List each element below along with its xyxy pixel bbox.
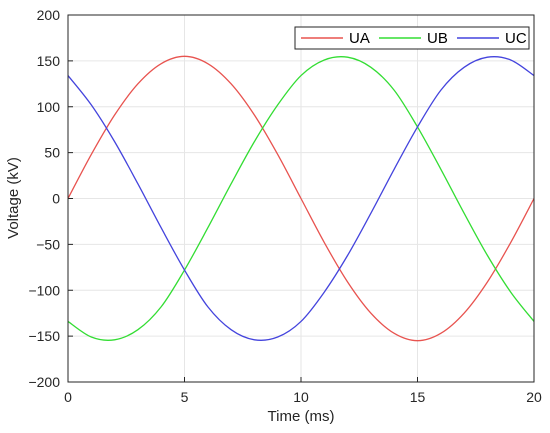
series-line-ub	[67, 56, 535, 341]
x-tick-label: 5	[181, 389, 189, 405]
legend: UA UB UC	[294, 26, 530, 50]
y-tick-label: 100	[37, 99, 61, 115]
y-ticks: −200 −150 −100 −50 0 50 100 150 200	[28, 7, 73, 390]
series-layer	[67, 55, 535, 342]
y-tick-label: −50	[36, 236, 60, 252]
y-tick-label: 200	[37, 7, 61, 23]
x-tick-label: 10	[293, 389, 309, 405]
y-axis-label: Voltage (kV)	[5, 157, 22, 239]
x-axis-label: Time (ms)	[268, 408, 335, 425]
x-tick-label: 20	[526, 389, 542, 405]
x-tick-label: 0	[64, 389, 72, 405]
y-tick-label: 50	[44, 145, 60, 161]
y-tick-label: 150	[37, 53, 61, 69]
y-tick-label: −100	[28, 282, 60, 298]
y-tick-label: −150	[28, 328, 60, 344]
legend-label-ua: UA	[349, 30, 370, 47]
series-line-ua	[67, 55, 535, 342]
legend-label-ub: UB	[427, 30, 448, 47]
legend-label-uc: UC	[505, 30, 527, 47]
y-tick-label: −200	[28, 374, 60, 390]
x-tick-label: 15	[410, 389, 426, 405]
series-line-uc	[67, 56, 535, 341]
x-ticks: 0 5 10 15 20	[64, 377, 542, 405]
y-tick-label: 0	[52, 191, 60, 207]
